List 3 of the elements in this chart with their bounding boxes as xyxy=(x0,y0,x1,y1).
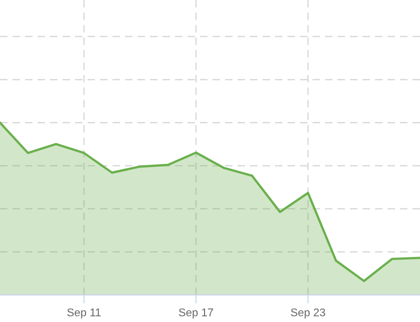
x-tick-label: Sep 23 xyxy=(290,308,326,319)
x-tick-label: Sep 17 xyxy=(178,308,214,319)
x-tick-label: Sep 11 xyxy=(67,308,101,319)
